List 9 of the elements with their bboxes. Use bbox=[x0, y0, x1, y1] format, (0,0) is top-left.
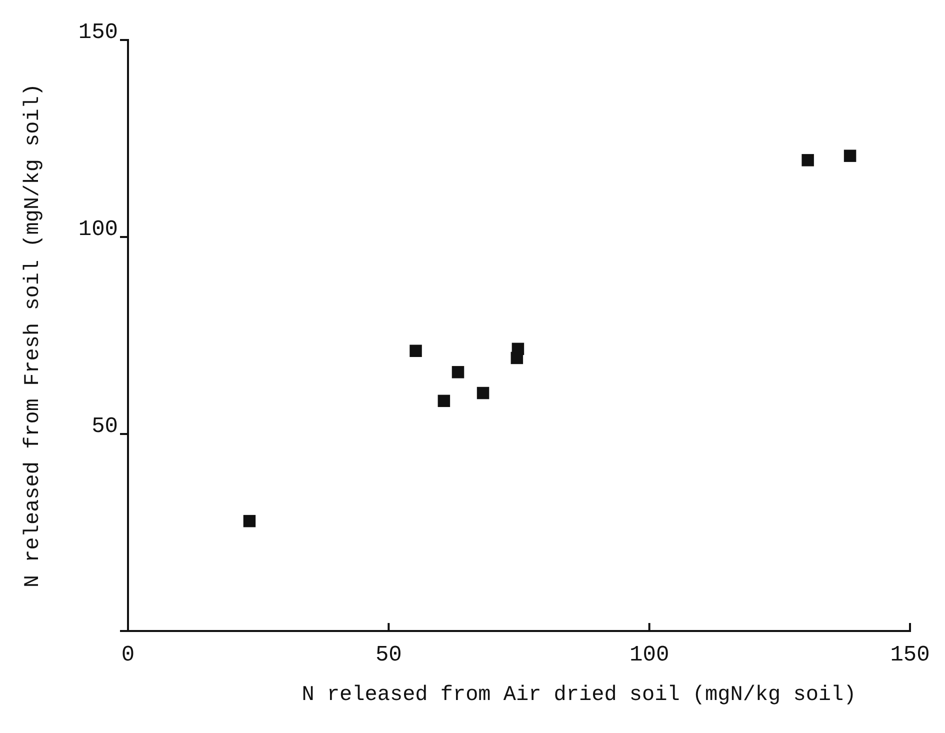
y-tick-label: 50 bbox=[92, 414, 118, 439]
y-axis-title: N released from Fresh soil (mgN/kg soil) bbox=[22, 83, 45, 588]
x-tick-label: 0 bbox=[121, 642, 135, 668]
x-tick-label: 150 bbox=[890, 642, 930, 668]
y-tick-label: 150 bbox=[78, 20, 118, 45]
x-tick-label: 100 bbox=[630, 642, 670, 668]
x-tick-label: 50 bbox=[375, 642, 402, 668]
x-axis-title: N released from Air dried soil (mgN/kg soil) bbox=[302, 684, 856, 707]
y-tick-label: 100 bbox=[78, 216, 118, 242]
